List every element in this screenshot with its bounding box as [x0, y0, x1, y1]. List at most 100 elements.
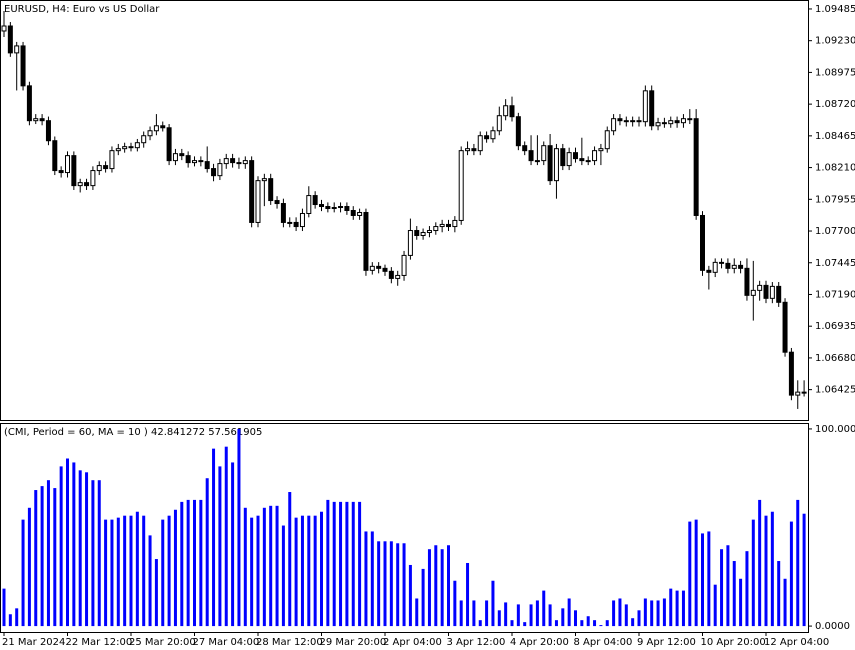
cmi-bar	[548, 604, 552, 627]
cmi-bar	[27, 507, 31, 627]
x-tick-label: 22 Mar 12:00	[66, 637, 133, 648]
cmi-bar	[466, 562, 470, 627]
candle-body	[541, 145, 547, 162]
candle-body	[630, 120, 636, 123]
candle-body	[39, 118, 45, 122]
candle-body	[655, 122, 661, 127]
cmi-bar	[605, 620, 609, 627]
cmi-bar	[66, 458, 69, 627]
cmi-bar	[593, 620, 597, 627]
candle-body	[458, 150, 464, 221]
candle-body	[179, 153, 185, 157]
candle-body	[280, 203, 286, 223]
candle-body	[623, 120, 629, 123]
cmi-bar	[396, 543, 400, 627]
cmi-bar	[34, 490, 38, 627]
cmi-bar	[262, 507, 266, 627]
candle-body	[439, 223, 445, 228]
cmi-bar	[46, 480, 50, 627]
candle-body	[617, 118, 623, 122]
x-tick-label: 12 Apr 04:00	[764, 637, 829, 648]
cmi-bar	[370, 531, 374, 627]
candle-body	[115, 148, 121, 152]
cmi-bar	[154, 559, 158, 627]
cmi-bar	[288, 492, 292, 627]
y-tick-label: 100.0000	[815, 424, 855, 435]
candle-body	[604, 130, 610, 150]
cmi-bar	[529, 604, 533, 627]
candle-body	[185, 155, 191, 164]
cmi-bar	[624, 604, 628, 627]
cmi-bar	[91, 480, 95, 627]
cmi-bar	[351, 501, 355, 627]
y-tick-label: 1.08975	[815, 67, 855, 78]
candle-body	[293, 221, 299, 228]
cmi-bar	[421, 568, 425, 627]
candle-body	[7, 25, 13, 54]
candle-body	[319, 204, 324, 208]
candle-body	[725, 262, 731, 269]
candle-body	[515, 116, 521, 147]
candle-body	[90, 170, 96, 187]
cmi-bar	[796, 499, 800, 627]
cmi-bar	[345, 501, 349, 627]
cmi-bar	[300, 515, 304, 627]
cmi-bar	[135, 511, 139, 627]
cmi-bar	[85, 472, 89, 627]
candle-body	[52, 140, 58, 172]
cmi-bar	[2, 588, 6, 627]
cmi-bar	[402, 543, 406, 627]
candle-body	[611, 118, 617, 132]
candle-body	[414, 230, 420, 237]
cmi-bar	[389, 541, 393, 627]
cmi-bar	[377, 541, 381, 627]
candle-body	[198, 160, 204, 163]
cmi-bar	[707, 531, 711, 627]
cmi-bar	[542, 590, 546, 627]
cmi-bar	[110, 519, 114, 627]
cmi-bar	[497, 610, 501, 627]
cmi-bar	[205, 478, 209, 627]
cmi-bar	[339, 501, 343, 627]
x-tick-label: 8 Apr 04:00	[574, 637, 633, 648]
candle-body	[700, 214, 705, 271]
cmi-bar	[408, 564, 412, 627]
candle-body	[687, 118, 693, 121]
cmi-bar	[281, 525, 285, 627]
candle-body	[344, 206, 350, 211]
candle-body	[299, 212, 305, 228]
x-tick-label: 2 Apr 04:00	[383, 637, 442, 648]
candle-body	[160, 125, 166, 129]
cmi-bar	[313, 515, 317, 627]
cmi-bar	[586, 616, 590, 627]
candle-body	[446, 223, 451, 228]
candle-body	[680, 118, 686, 124]
candle-body	[147, 130, 153, 137]
y-tick-label: 1.07445	[815, 258, 855, 269]
cmi-bar	[701, 533, 704, 627]
cmi-bar	[15, 608, 19, 627]
cmi-bar	[580, 620, 584, 627]
cmi-bar	[516, 604, 520, 627]
candle-body	[509, 105, 515, 118]
candle-body	[388, 270, 394, 279]
cmi-bar	[326, 499, 330, 627]
candle-body	[719, 261, 725, 264]
candle-body	[763, 284, 769, 299]
y-tick-label: 1.06935	[815, 321, 855, 332]
candle-body	[731, 264, 737, 269]
cmi-bar	[612, 600, 616, 627]
candle-body	[109, 150, 115, 170]
candle-body	[674, 120, 680, 124]
candle-body	[242, 160, 248, 165]
candle-body	[477, 135, 483, 152]
candle-body	[96, 165, 102, 172]
cmi-bar	[72, 462, 76, 627]
y-tick-label: 1.08465	[815, 131, 855, 142]
cmi-bar	[510, 620, 514, 627]
cmi-bar	[618, 598, 622, 627]
y-tick-label: 1.07700	[815, 226, 855, 237]
cmi-bar	[758, 499, 762, 627]
cmi-bar	[8, 614, 12, 627]
candle-body	[661, 122, 667, 125]
